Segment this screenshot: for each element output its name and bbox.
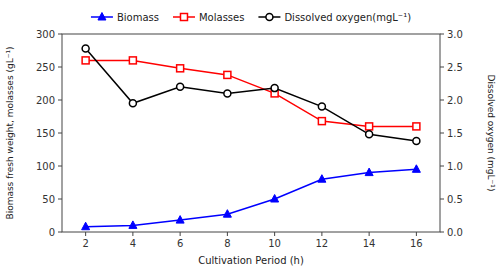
y-tick [58, 67, 62, 68]
series-line [86, 60, 417, 126]
legend-label: Dissolved oxygen(mgL⁻¹) [284, 12, 411, 23]
point-marker [271, 85, 278, 92]
point-marker [129, 57, 136, 64]
x-tick [416, 232, 417, 236]
point-marker [224, 90, 231, 97]
x-tick-label: 10 [268, 238, 281, 249]
x-tick [132, 232, 133, 236]
y2-tick [440, 67, 444, 68]
point-marker [223, 210, 231, 218]
y2-tick-label: 3.0 [447, 29, 463, 40]
y-tick [58, 133, 62, 134]
point-marker [82, 57, 89, 64]
legend-label: Molasses [199, 12, 244, 23]
point-marker [318, 118, 325, 125]
y-tick-label: 100 [36, 161, 55, 172]
point-marker [413, 137, 420, 144]
y-axis-label: Biomass fresh weight, molasses (gL⁻¹) [5, 46, 15, 219]
chart: 2 4 6 8 10 12 14 16 0 50 100 150 200 250 300 0.0 0.5 1.0 1… [0, 0, 500, 272]
legend-item: Biomass [91, 12, 159, 23]
y-tick-label: 50 [42, 194, 55, 205]
x-tick [274, 232, 275, 236]
y2-tick [440, 133, 444, 134]
y2-tick-label: 0.5 [447, 194, 463, 205]
x-tick [369, 232, 370, 236]
y2-tick-label: 0.0 [447, 227, 463, 238]
y2-tick-label: 1.0 [447, 161, 463, 172]
point-marker [129, 100, 136, 107]
point-marker [177, 83, 184, 90]
x-tick-label: 6 [177, 238, 183, 249]
point-marker [129, 221, 137, 229]
y-tick [58, 232, 62, 233]
x-tick-label: 2 [82, 238, 88, 249]
x-axis-label: Cultivation Period (h) [198, 255, 304, 266]
point-marker [318, 175, 326, 183]
y-tick-label: 150 [36, 128, 55, 139]
series-line [86, 49, 417, 141]
y-tick [58, 166, 62, 167]
x-tick-label: 8 [224, 238, 230, 249]
point-marker [82, 45, 89, 52]
x-tick-label: 12 [316, 238, 329, 249]
series [82, 165, 421, 230]
point-marker [271, 195, 279, 203]
y2-tick-label: 2.0 [447, 95, 463, 106]
y2-tick-label: 1.5 [447, 128, 463, 139]
y-tick-label: 200 [36, 95, 55, 106]
legend-item: Molasses [173, 12, 244, 23]
x-tick-label: 16 [410, 238, 423, 249]
point-marker [412, 165, 420, 173]
plot-frame [62, 34, 440, 232]
x-tick-label: 4 [130, 238, 136, 249]
legend-swatch-marker [266, 14, 273, 21]
y2-tick [440, 34, 444, 35]
x-tick [180, 232, 181, 236]
y2-axis-label: Dissolved oxygen (mgL⁻¹) [486, 75, 496, 192]
y-tick-label: 300 [36, 29, 55, 40]
axes: 2 4 6 8 10 12 14 16 0 50 100 150 200 250 300 0.0 0.5 1.0 1… [36, 29, 463, 250]
y2-tick [440, 232, 444, 233]
point-marker [82, 222, 90, 230]
legend: Biomass Molasses Dissolved oxygen(mgL⁻¹) [91, 12, 411, 23]
legend-swatch-marker [180, 14, 187, 21]
legend-swatch-marker [98, 13, 106, 21]
point-marker [366, 123, 373, 130]
y-tick [58, 34, 62, 35]
point-marker [224, 71, 231, 78]
y-tick-label: 250 [36, 62, 55, 73]
legend-label: Biomass [117, 12, 159, 23]
series [82, 45, 420, 144]
data-area [82, 45, 421, 230]
x-tick [321, 232, 322, 236]
point-marker [366, 131, 373, 138]
y-tick-label: 0 [49, 227, 55, 238]
y2-tick [440, 166, 444, 167]
series-line [86, 169, 417, 226]
series [82, 57, 420, 130]
point-marker [177, 65, 184, 72]
x-tick [85, 232, 86, 236]
x-tick [227, 232, 228, 236]
point-marker [318, 103, 325, 110]
point-marker [365, 168, 373, 176]
y2-tick-label: 2.5 [447, 62, 463, 73]
point-marker [176, 216, 184, 224]
x-tick-label: 14 [363, 238, 376, 249]
point-marker [413, 123, 420, 130]
y-tick [58, 100, 62, 101]
legend-item: Dissolved oxygen(mgL⁻¹) [258, 12, 411, 23]
y-tick [58, 199, 62, 200]
y2-tick [440, 100, 444, 101]
y2-tick [440, 199, 444, 200]
